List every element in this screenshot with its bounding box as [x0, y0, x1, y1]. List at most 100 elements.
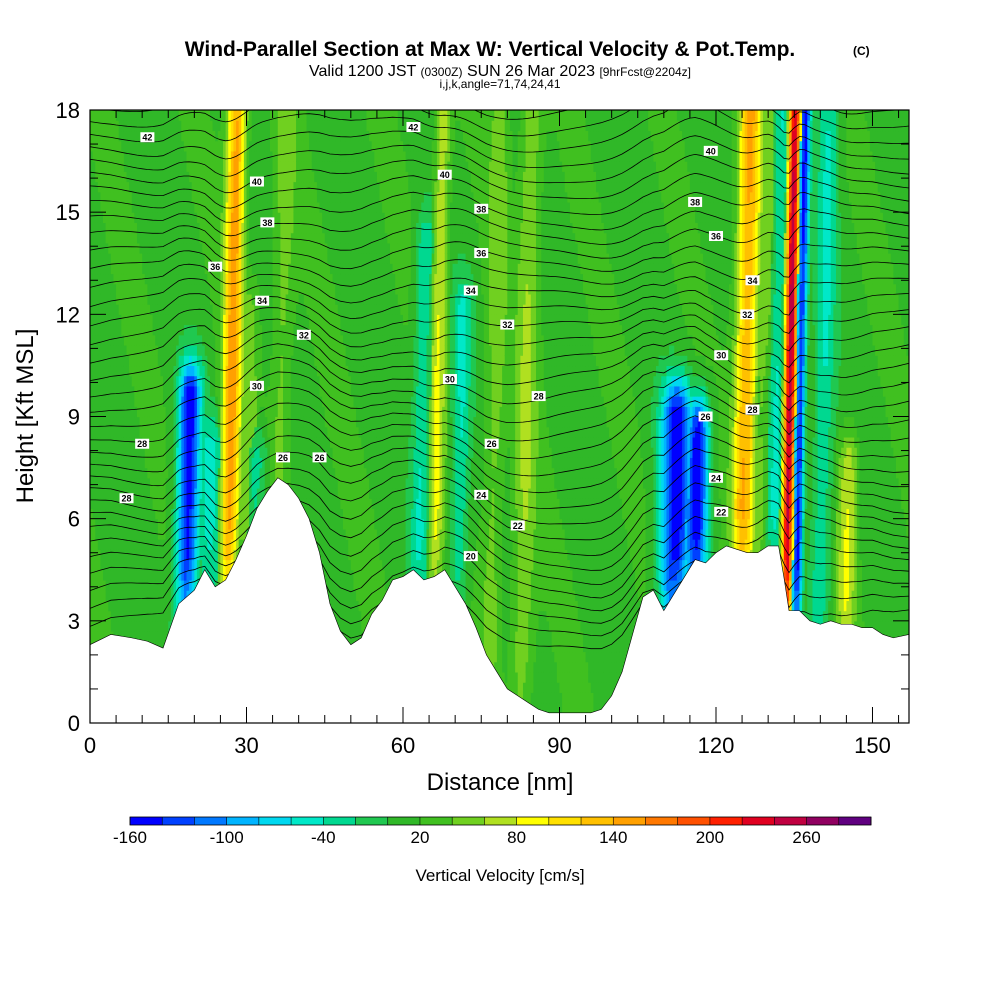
- theta-label: 36: [474, 248, 489, 259]
- colorbar-swatch: [130, 817, 163, 825]
- colorbar-swatch: [548, 817, 582, 825]
- theta-label: 42: [406, 122, 421, 133]
- colorbar-tick-label: -160: [113, 828, 147, 847]
- theta-label: 24: [708, 472, 723, 483]
- subtitle-forecast: [9hrFcst@2204z]: [599, 65, 691, 79]
- subtitle-date: SUN 26 Mar 2023: [467, 63, 595, 80]
- colorbar-swatch: [291, 817, 324, 825]
- colorbar-tick-label: 200: [696, 828, 724, 847]
- theta-label-text: 28: [122, 494, 132, 504]
- theta-label-text: 42: [142, 133, 152, 143]
- colorbar-swatch: [452, 817, 485, 825]
- y-tick-label: 9: [68, 405, 80, 430]
- theta-label-text: 22: [513, 521, 523, 531]
- theta-label-text: 34: [466, 286, 476, 296]
- colorbar-tick-label: -40: [311, 828, 336, 847]
- theta-label-text: 26: [278, 453, 288, 463]
- theta-label-text: 40: [252, 177, 262, 187]
- theta-label-text: 30: [252, 381, 262, 391]
- theta-label-text: 40: [706, 146, 716, 156]
- x-tick-label: 30: [234, 733, 258, 758]
- y-tick-label: 3: [68, 609, 80, 634]
- theta-label-text: 28: [137, 439, 147, 449]
- colorbar-label: Vertical Velocity [cm/s]: [415, 866, 584, 885]
- theta-label: 40: [437, 169, 452, 180]
- theta-label: 30: [249, 380, 264, 391]
- colorbar-tick-label: -100: [210, 828, 244, 847]
- theta-label-text: 38: [262, 218, 272, 228]
- theta-label-text: 26: [315, 453, 325, 463]
- theta-label: 28: [531, 391, 546, 402]
- colorbar-swatch: [742, 817, 775, 825]
- colorbar-swatch: [806, 817, 840, 825]
- theta-label: 22: [714, 506, 729, 517]
- colorbar-swatch: [581, 817, 614, 825]
- chart-subtitle-indices: i,j,k,angle=71,74,24,41: [439, 77, 560, 91]
- theta-label-text: 24: [476, 490, 486, 500]
- theta-label: 28: [119, 493, 134, 504]
- theta-label: 32: [500, 319, 515, 330]
- theta-label-text: 22: [716, 507, 726, 517]
- y-tick-label: 15: [56, 200, 80, 225]
- x-axis-ticks: 0 30 60 90 120 150: [84, 110, 900, 758]
- colorbar-tick-label: 260: [792, 828, 820, 847]
- x-tick-label: 90: [547, 733, 571, 758]
- theta-label-text: 26: [701, 412, 711, 422]
- chart-subtitle: Valid 1200 JST (0300Z) SUN 26 Mar 2023 […: [309, 63, 691, 80]
- theta-label: 38: [688, 196, 703, 207]
- theta-label-text: 36: [476, 249, 486, 259]
- theta-label: 26: [698, 411, 713, 422]
- theta-label: 36: [208, 261, 223, 272]
- theta-label: 24: [474, 489, 489, 500]
- y-tick-label: 12: [56, 302, 80, 327]
- x-tick-label: 0: [84, 733, 96, 758]
- colorbar-swatch: [323, 817, 356, 825]
- theta-label-text: 32: [742, 310, 752, 320]
- theta-label-text: 32: [502, 320, 512, 330]
- chart-title: Wind-Parallel Section at Max W: Vertical…: [185, 38, 796, 61]
- chart-title-mark: (C): [853, 44, 870, 58]
- theta-label: 26: [312, 452, 327, 463]
- theta-label-text: 40: [440, 170, 450, 180]
- colorbar-swatch: [355, 817, 389, 825]
- theta-label-text: 38: [690, 197, 700, 207]
- y-tick-label: 0: [68, 711, 80, 736]
- x-tick-label: 60: [391, 733, 415, 758]
- colorbar-swatch: [419, 817, 453, 825]
- x-axis-label: Distance [nm]: [427, 769, 574, 796]
- x-tick-label: 150: [854, 733, 891, 758]
- colorbar-swatch: [709, 817, 743, 825]
- theta-label-text: 34: [257, 296, 267, 306]
- theta-contour-labels: 42 42 40 40 40 38 38 38 36 36 36 34 34 34 32 32 32 30 30 30…: [119, 122, 760, 562]
- colorbar-swatch: [838, 817, 872, 825]
- theta-label-text: 42: [408, 123, 418, 133]
- theta-label: 26: [276, 452, 291, 463]
- colorbar-swatch: [613, 817, 646, 825]
- colorbar: [129, 816, 872, 826]
- theta-label: 26: [484, 438, 499, 449]
- theta-label: 22: [510, 520, 525, 531]
- theta-label: 30: [714, 350, 729, 361]
- theta-label: 28: [135, 438, 150, 449]
- theta-label-text: 28: [534, 392, 544, 402]
- colorbar-swatch: [387, 817, 421, 825]
- theta-contours: [90, 110, 909, 650]
- theta-label: 28: [745, 404, 760, 415]
- theta-label-text: 30: [445, 375, 455, 385]
- colorbar-tick-label: 80: [507, 828, 526, 847]
- theta-label-text: 24: [711, 473, 721, 483]
- theta-label-text: 32: [299, 330, 309, 340]
- colorbar-ticks: -160 -100 -40 20 80 140 200 260: [113, 828, 821, 847]
- theta-label: 38: [260, 217, 275, 228]
- theta-label-text: 20: [466, 552, 476, 562]
- colorbar-swatch: [484, 817, 517, 825]
- colorbar-swatch: [194, 817, 227, 825]
- subtitle-valid: Valid 1200 JST: [309, 63, 417, 80]
- y-tick-label: 6: [68, 507, 80, 532]
- theta-label: 32: [740, 309, 755, 320]
- colorbar-tick-label: 20: [410, 828, 429, 847]
- theta-label: 42: [140, 132, 155, 143]
- colorbar-swatch: [677, 817, 711, 825]
- terrain-outline: [89, 477, 910, 714]
